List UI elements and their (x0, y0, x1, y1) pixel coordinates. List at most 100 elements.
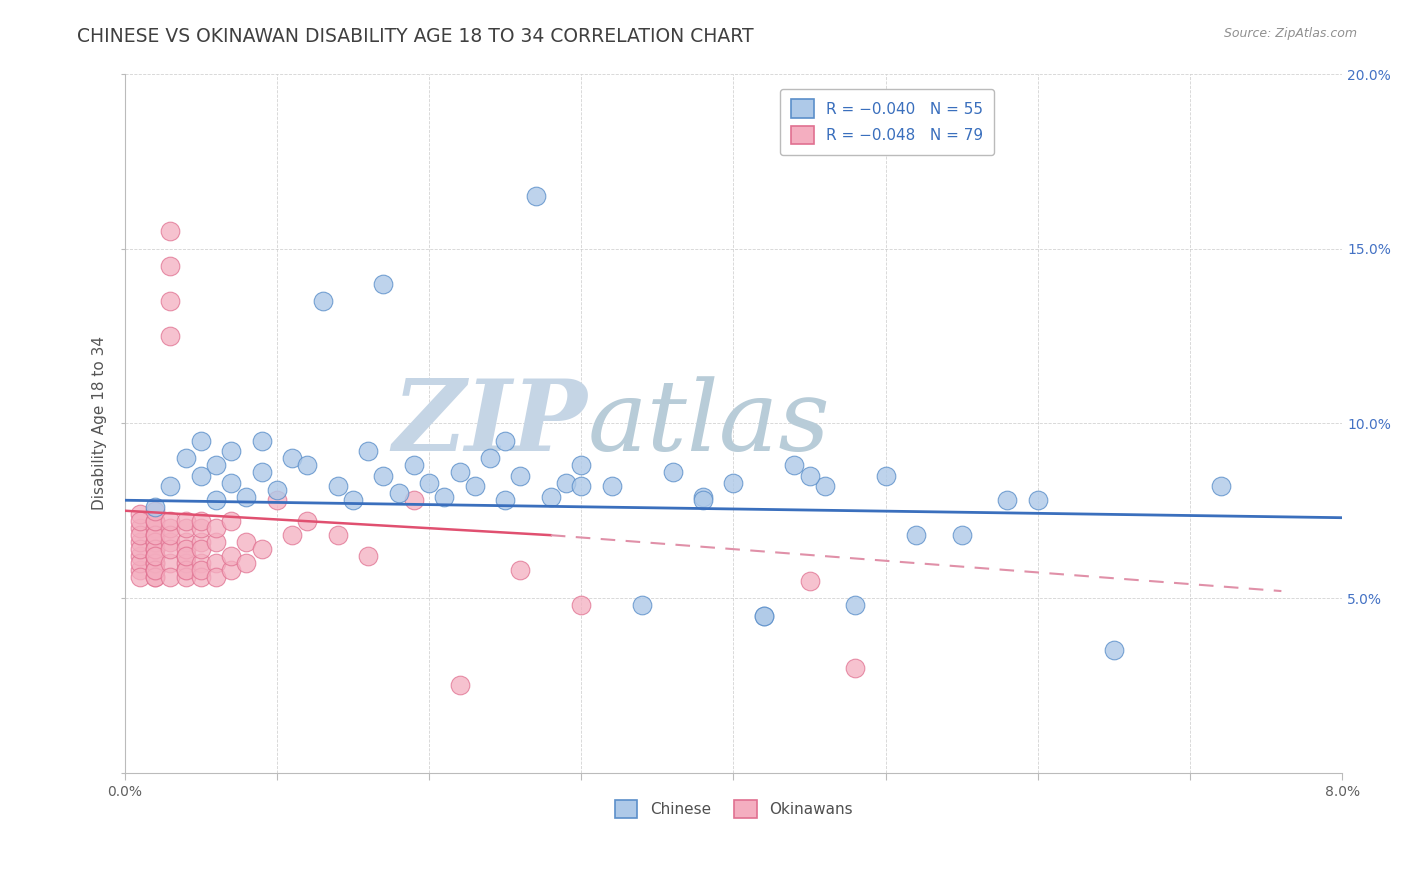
Point (799, 574, 821, 588)
Point (326, 528, 349, 542)
Point (129, 549, 152, 563)
Point (250, 542, 273, 557)
Point (143, 563, 166, 577)
Point (205, 556, 228, 570)
Point (297, 514, 319, 528)
Point (449, 678, 471, 692)
Point (143, 556, 166, 570)
Point (143, 504, 166, 518)
Point (174, 521, 197, 535)
Point (143, 521, 166, 535)
Point (129, 556, 152, 570)
Point (600, 479, 623, 493)
Point (219, 563, 242, 577)
Point (388, 486, 411, 500)
Point (174, 542, 197, 557)
Point (509, 468, 531, 483)
Point (143, 535, 166, 549)
Text: CHINESE VS OKINAWAN DISABILITY AGE 18 TO 34 CORRELATION CHART: CHINESE VS OKINAWAN DISABILITY AGE 18 TO… (77, 27, 754, 45)
Point (692, 493, 714, 508)
Point (143, 549, 166, 563)
Point (143, 563, 166, 577)
Point (844, 598, 866, 612)
Point (174, 535, 197, 549)
Point (205, 521, 228, 535)
Point (569, 479, 592, 493)
Y-axis label: Disability Age 18 to 34: Disability Age 18 to 34 (93, 336, 107, 510)
Point (402, 493, 425, 508)
Point (159, 514, 181, 528)
Point (373, 277, 395, 291)
Point (174, 451, 197, 466)
Point (219, 444, 242, 458)
Point (449, 465, 471, 479)
Point (1026, 493, 1049, 508)
Point (814, 479, 837, 493)
Point (905, 528, 928, 542)
Point (143, 570, 166, 584)
Point (174, 556, 197, 570)
Point (129, 535, 152, 549)
Point (799, 468, 821, 483)
Point (692, 490, 714, 504)
Point (266, 483, 288, 497)
Point (174, 570, 197, 584)
Point (159, 479, 181, 493)
Point (250, 465, 273, 479)
Point (357, 549, 380, 563)
Point (143, 500, 166, 515)
Point (174, 563, 197, 577)
Point (752, 608, 775, 623)
Point (159, 259, 181, 273)
Point (723, 475, 745, 490)
Point (661, 465, 683, 479)
Point (373, 468, 395, 483)
Point (219, 549, 242, 563)
Point (875, 468, 897, 483)
Point (174, 549, 197, 563)
Point (143, 542, 166, 557)
Point (143, 514, 166, 528)
Point (219, 514, 242, 528)
Text: atlas: atlas (588, 376, 830, 471)
Point (159, 542, 181, 557)
Point (569, 598, 592, 612)
Point (752, 608, 775, 623)
Point (143, 528, 166, 542)
Point (190, 468, 212, 483)
Point (143, 535, 166, 549)
Point (235, 490, 257, 504)
Point (235, 535, 257, 549)
Point (357, 444, 380, 458)
Point (783, 458, 806, 473)
Point (129, 521, 152, 535)
Point (555, 475, 578, 490)
Point (129, 542, 152, 557)
Point (129, 563, 152, 577)
Point (143, 542, 166, 557)
Point (174, 563, 197, 577)
Point (190, 434, 212, 448)
Point (281, 528, 304, 542)
Point (143, 556, 166, 570)
Point (540, 490, 562, 504)
Point (464, 479, 486, 493)
Point (844, 661, 866, 675)
Point (326, 479, 349, 493)
Point (159, 294, 181, 309)
Point (159, 570, 181, 584)
Point (433, 490, 456, 504)
Point (159, 535, 181, 549)
Point (250, 434, 273, 448)
Point (190, 535, 212, 549)
Point (129, 528, 152, 542)
Point (159, 528, 181, 542)
Point (631, 598, 654, 612)
Point (159, 521, 181, 535)
Point (281, 451, 304, 466)
Point (143, 549, 166, 563)
Point (402, 458, 425, 473)
Point (219, 475, 242, 490)
Point (143, 528, 166, 542)
Point (143, 514, 166, 528)
